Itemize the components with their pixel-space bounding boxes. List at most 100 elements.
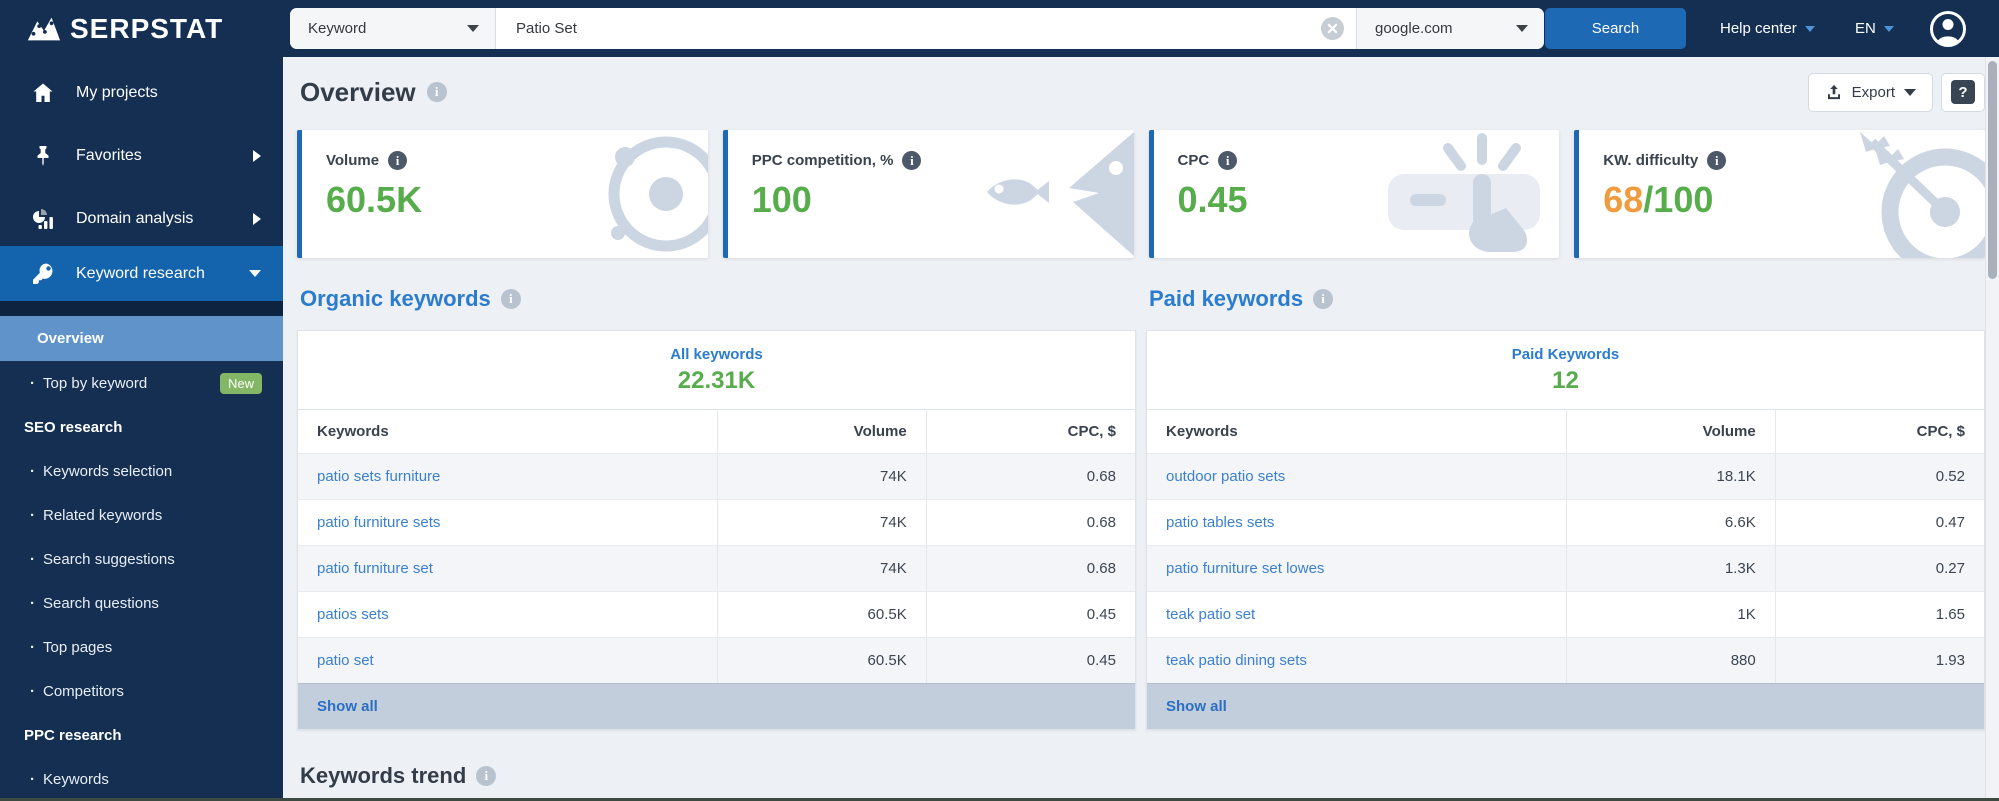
- sidebar-subitem-keywords-selection[interactable]: Keywords selection: [0, 449, 283, 493]
- export-icon: [1827, 84, 1840, 100]
- search-button[interactable]: Search: [1545, 8, 1686, 49]
- paid-table-footer: Show all: [1147, 683, 1984, 729]
- sidebar-item-label: Favorites: [76, 146, 142, 164]
- chevron-right-icon: [253, 212, 261, 225]
- sidebar: My projects Favorites Domain analysis Ke…: [0, 57, 283, 801]
- window-bottom-edge: [0, 798, 1999, 801]
- info-icon[interactable]: [500, 289, 521, 309]
- cpc-value: 0.52: [1774, 454, 1984, 499]
- paid-keywords-count: 12: [1552, 366, 1579, 394]
- keyword-link[interactable]: outdoor patio sets: [1166, 468, 1286, 485]
- search-engine-value: google.com: [1375, 20, 1453, 37]
- keyword-link[interactable]: patios sets: [317, 606, 389, 623]
- card-label: KW. difficulty: [1603, 152, 1699, 169]
- kw-difficulty-card: KW. difficulty 68/100: [1574, 130, 1985, 258]
- info-icon[interactable]: [1707, 151, 1727, 170]
- all-keywords-link[interactable]: All keywords: [670, 345, 763, 363]
- clear-search-icon[interactable]: [1321, 17, 1344, 40]
- search-type-value: Keyword: [308, 20, 367, 37]
- keyword-link[interactable]: patio furniture set lowes: [1166, 560, 1325, 577]
- scrollbar-thumb[interactable]: [1988, 61, 1997, 279]
- keyword-link[interactable]: patio furniture sets: [317, 514, 441, 531]
- serpstat-logo[interactable]: SERPSTAT: [24, 0, 223, 57]
- sidebar-subitem-top-pages[interactable]: Top pages: [0, 625, 283, 669]
- column-header-cpc: CPC, $: [925, 410, 1135, 453]
- keyword-link[interactable]: patio tables sets: [1166, 514, 1275, 531]
- help-center-menu[interactable]: Help center: [1720, 0, 1815, 57]
- sidebar-subitem-search-suggestions[interactable]: Search suggestions: [0, 537, 283, 581]
- column-header-keywords: Keywords: [1166, 423, 1238, 440]
- sidebar-subitem-related-keywords[interactable]: Related keywords: [0, 493, 283, 537]
- export-button[interactable]: Export: [1807, 72, 1933, 112]
- vertical-scrollbar[interactable]: [1985, 57, 1999, 801]
- sidebar-item-label: Domain analysis: [76, 209, 194, 227]
- sidebar-item-favorites[interactable]: Favorites: [0, 128, 283, 183]
- search-type-dropdown[interactable]: Keyword: [290, 8, 496, 49]
- cpc-value: 0.45: [925, 638, 1135, 683]
- difficulty-score: 68: [1603, 179, 1644, 220]
- info-icon[interactable]: [1313, 289, 1334, 309]
- sidebar-item-my-projects[interactable]: My projects: [0, 65, 283, 120]
- chevron-down-icon: [1883, 25, 1894, 32]
- sidebar-subitem-ppc-keywords[interactable]: Keywords: [0, 757, 283, 801]
- avatar[interactable]: [1929, 10, 1967, 48]
- all-keywords-count: 22.31K: [677, 366, 756, 394]
- sidebar-subitem-top-by-keyword[interactable]: Top by keyword New: [0, 361, 283, 405]
- info-icon[interactable]: [1218, 151, 1238, 170]
- show-all-link[interactable]: Show all: [1166, 698, 1227, 715]
- volume-card: Volume 60.5K: [297, 130, 708, 258]
- sidebar-item-keyword-research[interactable]: Keyword research: [0, 246, 283, 301]
- sidebar-subitem-label: Top pages: [30, 639, 112, 656]
- show-all-link[interactable]: Show all: [317, 698, 378, 715]
- sidebar-subitem-search-questions[interactable]: Search questions: [0, 581, 283, 625]
- info-icon[interactable]: [902, 151, 922, 170]
- help-center-label: Help center: [1720, 20, 1797, 37]
- paid-keywords-link[interactable]: Paid Keywords: [1511, 345, 1620, 363]
- keyword-link[interactable]: teak patio dining sets: [1166, 652, 1307, 669]
- topbar: SERPSTAT Keyword google.com Search Help …: [0, 0, 1999, 57]
- sidebar-item-domain-analysis[interactable]: Domain analysis: [0, 191, 283, 246]
- table-row: patio furniture sets 74K 0.68: [298, 499, 1135, 545]
- info-icon[interactable]: [476, 766, 497, 786]
- column-header-cpc: CPC, $: [1774, 410, 1984, 453]
- column-header-volume: Volume: [1565, 410, 1775, 453]
- keyword-link[interactable]: patio set: [317, 652, 374, 669]
- cpc-value: 1.93: [1774, 638, 1984, 683]
- volume-value: 880: [1565, 638, 1775, 683]
- sidebar-subitem-overview[interactable]: Overview: [0, 316, 283, 361]
- volume-value: 60.5K: [716, 592, 926, 637]
- volume-value: 74K: [716, 500, 926, 545]
- home-icon: [33, 83, 53, 102]
- volume-value: 60.5K: [716, 638, 926, 683]
- pin-icon: [37, 145, 49, 166]
- search-engine-dropdown[interactable]: google.com: [1356, 8, 1544, 49]
- sidebar-subitem-label: Keywords selection: [30, 463, 172, 480]
- keywords-trend-title: Keywords trend: [300, 763, 1985, 789]
- sidebar-subitem-competitors[interactable]: Competitors: [0, 669, 283, 713]
- card-value: 0.45: [1177, 179, 1248, 220]
- analytics-icon: [33, 208, 53, 229]
- language-menu[interactable]: EN: [1855, 0, 1894, 57]
- search-input[interactable]: [496, 8, 1356, 49]
- table-row: teak patio dining sets 880 1.93: [1147, 637, 1984, 683]
- table-row: patio sets furniture 74K 0.68: [298, 453, 1135, 499]
- help-button[interactable]: ?: [1941, 72, 1985, 112]
- cpc-value: 0.45: [925, 592, 1135, 637]
- sidebar-subitem-label: Overview: [37, 330, 104, 347]
- metric-cards: Volume 60.5K PPC competition, %: [297, 130, 1985, 258]
- keyword-link[interactable]: teak patio set: [1166, 606, 1256, 623]
- info-icon[interactable]: [388, 151, 408, 170]
- info-icon[interactable]: [426, 82, 447, 102]
- search-bar: Keyword google.com: [290, 8, 1544, 49]
- organic-keywords-table: All keywords 22.31K Keywords Volume CPC,…: [297, 330, 1136, 730]
- paid-keywords-section: Paid keywords Paid Keywords 12 Keywords …: [1146, 284, 1985, 730]
- paid-summary: Paid Keywords 12: [1147, 331, 1984, 409]
- keyword-link[interactable]: patio sets furniture: [317, 468, 441, 485]
- chevron-down-icon: [1516, 25, 1528, 32]
- card-label: CPC: [1177, 152, 1210, 169]
- table-row: patio set 60.5K 0.45: [298, 637, 1135, 683]
- keyword-link[interactable]: patio furniture set: [317, 560, 433, 577]
- organic-section-title: Organic keywords: [300, 284, 1136, 314]
- cpc-value: 0.68: [925, 454, 1135, 499]
- table-row: patio furniture set lowes 1.3K 0.27: [1147, 545, 1984, 591]
